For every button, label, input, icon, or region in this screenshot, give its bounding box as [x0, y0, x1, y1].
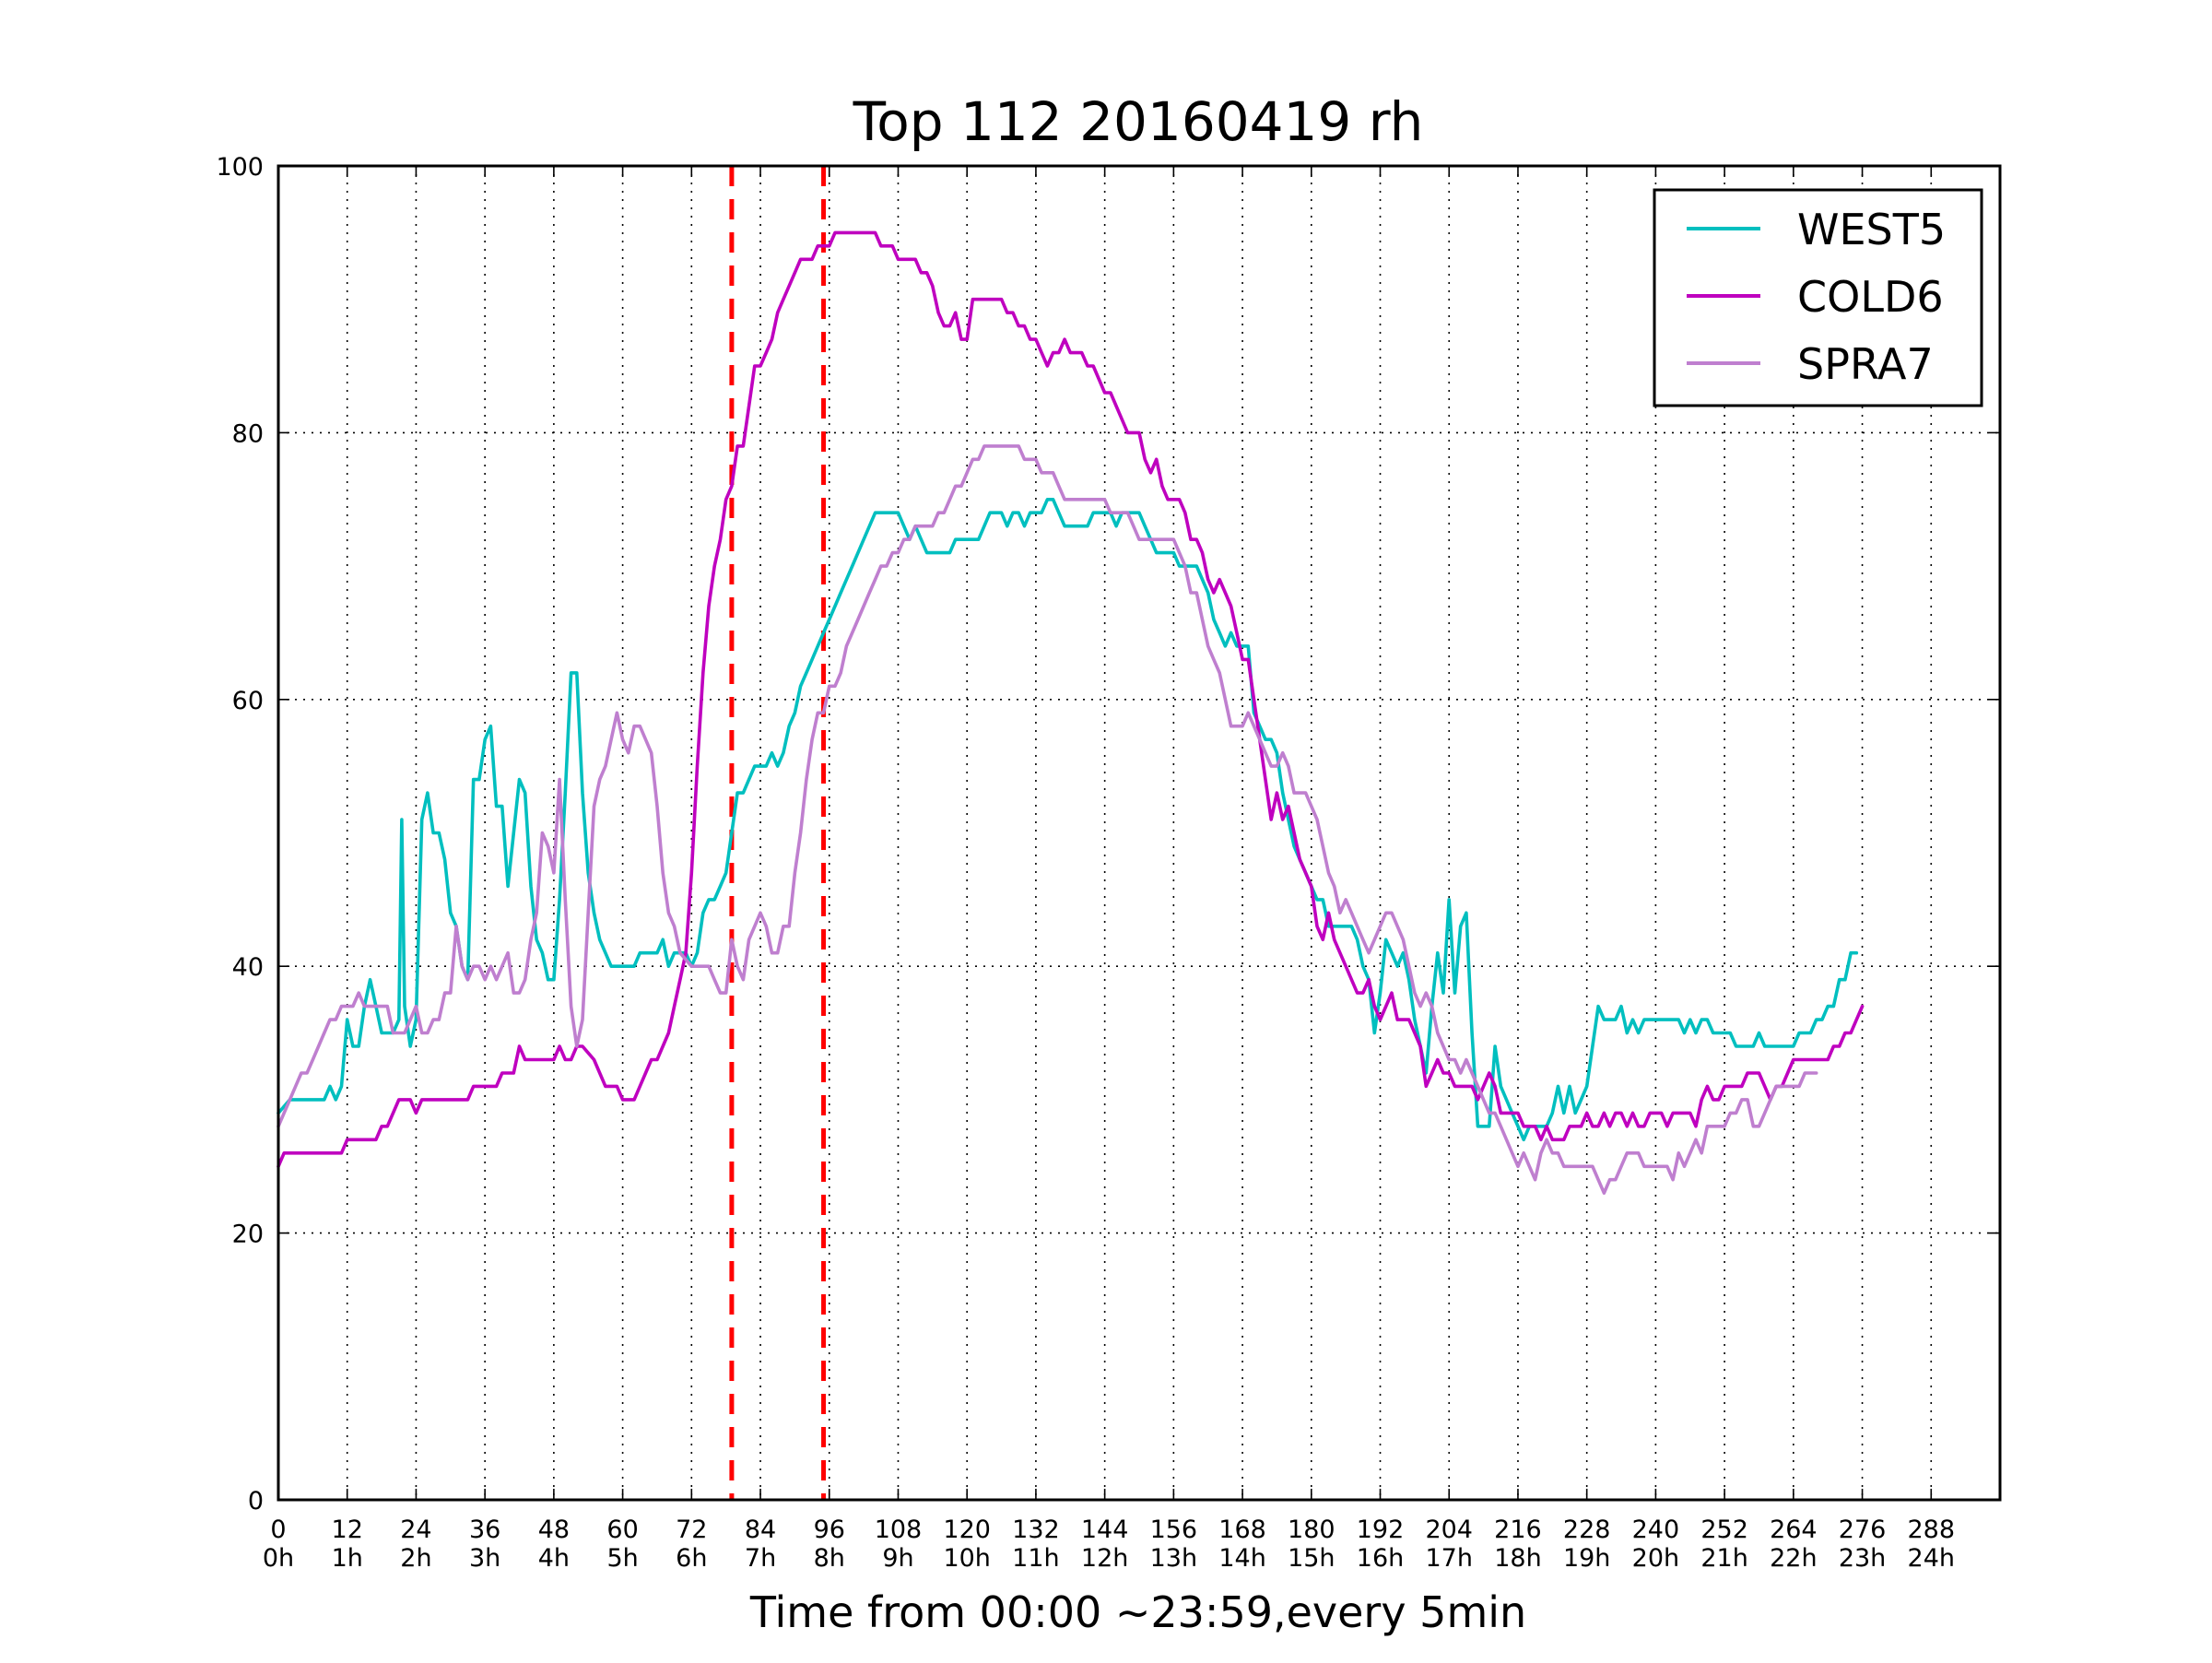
legend: WEST5 COLD6 SPRA7 — [1653, 188, 1983, 407]
x-tick-label: 0 — [270, 1516, 286, 1544]
y-tick-label: 100 — [216, 153, 264, 182]
x-tick-label: 216 — [1494, 1516, 1542, 1544]
x-tick-label: 240 — [1632, 1516, 1680, 1544]
y-tick-label: 20 — [232, 1221, 264, 1249]
x-tick-label: 12 — [332, 1516, 363, 1544]
x-tick-sublabel: 5h — [606, 1544, 638, 1573]
y-tick-label: 0 — [248, 1487, 264, 1516]
x-tick-label: 288 — [1908, 1516, 1956, 1544]
x-axis-label: Time from 00:00 ~23:59,every 5min — [749, 1587, 1526, 1637]
x-tick-sublabel: 15h — [1288, 1544, 1335, 1573]
x-tick-label: 264 — [1770, 1516, 1818, 1544]
x-tick-label: 72 — [676, 1516, 707, 1544]
x-tick-sublabel: 22h — [1770, 1544, 1817, 1573]
x-tick-sublabel: 9h — [882, 1544, 913, 1573]
x-tick-label: 36 — [469, 1516, 500, 1544]
x-tick-label: 180 — [1288, 1516, 1335, 1544]
x-tick-sublabel: 23h — [1839, 1544, 1886, 1573]
x-tick-label: 48 — [538, 1516, 570, 1544]
x-tick-label: 228 — [1563, 1516, 1611, 1544]
x-tick-sublabel: 21h — [1700, 1544, 1747, 1573]
x-tick-sublabel: 0h — [263, 1544, 294, 1573]
x-tick-sublabel: 18h — [1494, 1544, 1541, 1573]
legend-label: SPRA7 — [1797, 339, 1934, 389]
y-tick-label: 60 — [232, 687, 264, 715]
x-tick-sublabel: 3h — [469, 1544, 500, 1573]
x-tick-sublabel: 14h — [1218, 1544, 1265, 1573]
y-tick-label: 40 — [232, 953, 264, 982]
x-tick-sublabel: 10h — [943, 1544, 990, 1573]
legend-label: WEST5 — [1797, 205, 1946, 254]
x-tick-sublabel: 24h — [1908, 1544, 1955, 1573]
x-tick-label: 120 — [943, 1516, 991, 1544]
y-tick-label: 80 — [232, 419, 264, 448]
x-tick-sublabel: 4h — [538, 1544, 570, 1573]
x-tick-label: 144 — [1081, 1516, 1129, 1544]
x-tick-label: 252 — [1700, 1516, 1748, 1544]
x-tick-sublabel: 12h — [1081, 1544, 1128, 1573]
x-tick-label: 168 — [1218, 1516, 1266, 1544]
x-tick-sublabel: 1h — [332, 1544, 363, 1573]
x-tick-label: 192 — [1357, 1516, 1405, 1544]
plot-frame — [276, 164, 2002, 1502]
x-tick-sublabel: 8h — [814, 1544, 845, 1573]
x-tick-sublabel: 13h — [1150, 1544, 1197, 1573]
series-line-spra7 — [276, 444, 1818, 1195]
legend-label: COLD6 — [1797, 272, 1944, 322]
x-tick-label: 24 — [400, 1516, 431, 1544]
x-tick-sublabel: 17h — [1426, 1544, 1473, 1573]
x-tick-label: 108 — [875, 1516, 923, 1544]
x-tick-sublabel: 2h — [400, 1544, 431, 1573]
series-line-west5 — [276, 498, 1859, 1142]
x-tick-label: 84 — [745, 1516, 776, 1544]
x-tick-label: 60 — [606, 1516, 638, 1544]
x-tick-sublabel: 6h — [676, 1544, 707, 1573]
x-tick-label: 96 — [814, 1516, 845, 1544]
series-line-cold6 — [276, 230, 1865, 1169]
x-tick-sublabel: 19h — [1563, 1544, 1610, 1573]
x-tick-sublabel: 16h — [1357, 1544, 1404, 1573]
series-lines — [276, 230, 1865, 1195]
x-tick-sublabel: 20h — [1632, 1544, 1679, 1573]
x-tick-label: 276 — [1839, 1516, 1887, 1544]
x-tick-label: 204 — [1425, 1516, 1473, 1544]
x-tick-sublabel: 11h — [1012, 1544, 1059, 1573]
y-tick-labels: 0 20 40 60 80 100 — [216, 153, 264, 1516]
x-tick-label: 132 — [1012, 1516, 1060, 1544]
axis-ticks — [277, 165, 2000, 1501]
x-tick-label: 156 — [1150, 1516, 1198, 1544]
x-tick-sublabel: 7h — [745, 1544, 776, 1573]
chart-title: Top 112 20160419 rh — [853, 90, 1424, 153]
